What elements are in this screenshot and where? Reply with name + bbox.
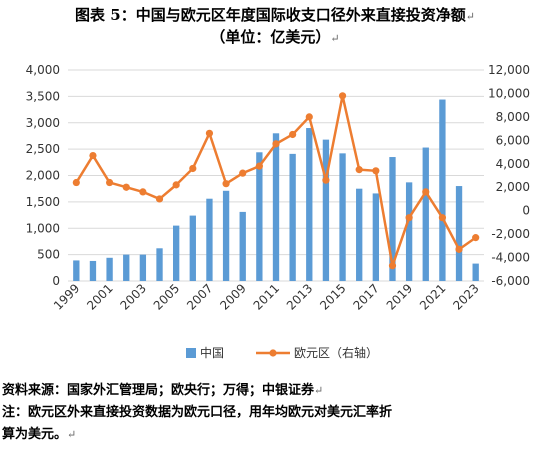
right-tick-label: 2,000 (496, 180, 530, 194)
point-euro (388, 262, 397, 270)
bar-china (256, 152, 263, 281)
bar-china (289, 153, 296, 281)
bar-china (239, 211, 246, 281)
point-euro (305, 113, 313, 121)
bar-china (439, 99, 446, 281)
point-euro (272, 140, 280, 148)
right-tick-label: 0 (522, 204, 530, 218)
legend-label-euro: 欧元区（右轴） (294, 345, 378, 360)
right-tick-label: -2,000 (491, 227, 530, 241)
left-tick-label: 500 (37, 248, 60, 262)
legend-marker-euro (269, 349, 277, 357)
left-tick-label: 2,500 (26, 142, 60, 156)
right-tick-label: -6,000 (491, 274, 530, 288)
bar-china (339, 153, 346, 281)
point-euro (205, 129, 214, 137)
point-euro (189, 164, 197, 173)
x-tick-label: 2013 (284, 281, 315, 312)
legend: 中国 欧元区（右轴） (186, 345, 378, 360)
x-tick-label: 2011 (251, 281, 282, 312)
chart-area: 05001,0001,5002,0002,5003,0003,5004,000 … (26, 63, 530, 360)
right-tick-label: -4,000 (491, 251, 530, 265)
left-axis-ticks: 0 500 1,000 1,500 2,000 2,500 3,000 3,500 4,000 (26, 63, 60, 288)
right-tick-label: 8,000 (496, 110, 530, 124)
point-euro (122, 183, 130, 191)
point-euro (289, 130, 297, 139)
bar-china (322, 139, 330, 281)
left-tick-label: 3,500 (26, 89, 60, 103)
x-tick-label: 2015 (317, 281, 348, 312)
point-euro (372, 167, 380, 175)
point-euro (355, 166, 363, 174)
x-tick-label: 2009 (217, 281, 248, 312)
bar-china (472, 263, 479, 281)
legend-label-china: 中国 (200, 345, 224, 360)
x-axis-ticks: 1999 2001 2003 2005 2007 2009 2011 2013 2015 2017… (51, 281, 482, 312)
bar-china (372, 193, 380, 281)
bar-china (405, 182, 413, 281)
point-euro (405, 214, 413, 222)
point-euro (222, 180, 230, 188)
right-axis-ticks: -6,000 -4,000 -2,000 0 2,000 4,000 6,000 8,000 1… (488, 63, 530, 288)
point-euro (172, 181, 180, 189)
euro-line (72, 92, 480, 270)
point-euro (89, 151, 97, 160)
bar-china (189, 215, 196, 281)
source-note: 资料来源：国家外汇管理局；欧央行；万得；中银证券↵ (2, 383, 324, 398)
right-tick-label: 12,000 (488, 63, 530, 77)
point-euro (322, 176, 330, 184)
left-tick-label: 2,000 (26, 169, 60, 183)
x-tick-label: 2017 (350, 281, 381, 312)
bar-china (89, 260, 97, 281)
point-euro (106, 178, 114, 187)
bar-china (156, 248, 163, 281)
bar-china (206, 198, 213, 281)
left-tick-label: 1,500 (26, 195, 60, 209)
x-tick-label: 2021 (417, 281, 448, 312)
left-tick-label: 1,000 (26, 221, 60, 235)
x-tick-label: 2005 (151, 281, 182, 312)
right-tick-label: 4,000 (496, 157, 530, 171)
right-tick-label: 6,000 (496, 133, 530, 147)
bar-china (356, 188, 363, 281)
footnote-line-1: 注：欧元区外来直接投资数据为欧元口径，用年均欧元对美元汇率折 (2, 405, 393, 420)
legend-swatch-china (186, 348, 196, 358)
bar-china (455, 186, 463, 281)
point-euro (239, 169, 247, 177)
bar-china (222, 190, 230, 281)
left-tick-label: 0 (52, 274, 60, 288)
right-tick-label: 10,000 (488, 86, 530, 100)
bar-china (272, 133, 280, 281)
point-euro (255, 162, 263, 170)
footnote-line-2: 算为美元。↵ (2, 427, 77, 442)
bar-china (139, 254, 147, 281)
x-tick-label: 2023 (450, 281, 481, 312)
bar-china (123, 254, 130, 281)
bar-china (422, 147, 429, 281)
left-tick-label: 4,000 (26, 63, 60, 77)
x-tick-label: 2001 (84, 281, 115, 312)
point-euro (455, 245, 463, 253)
china-bars (73, 99, 479, 281)
left-tick-label: 3,000 (26, 116, 60, 130)
bar-china (106, 257, 113, 281)
point-euro (139, 188, 147, 196)
point-euro (472, 234, 480, 242)
point-euro (422, 188, 430, 196)
chart-title: 图表 5：中国与欧元区年度国际收支口径外来直接投资净额↵ (75, 6, 475, 24)
x-tick-label: 2003 (118, 281, 149, 312)
x-tick-label: 2019 (384, 281, 415, 312)
point-euro (438, 214, 446, 222)
point-euro (155, 195, 164, 203)
point-euro (72, 178, 80, 187)
chart-unit-subtitle: （单位：亿美元）↵ (210, 28, 340, 46)
bar-china (389, 157, 396, 281)
x-tick-label: 2007 (184, 281, 215, 312)
bar-china (306, 128, 313, 281)
bar-china (73, 260, 80, 281)
bar-china (172, 225, 180, 281)
point-euro (338, 92, 347, 100)
